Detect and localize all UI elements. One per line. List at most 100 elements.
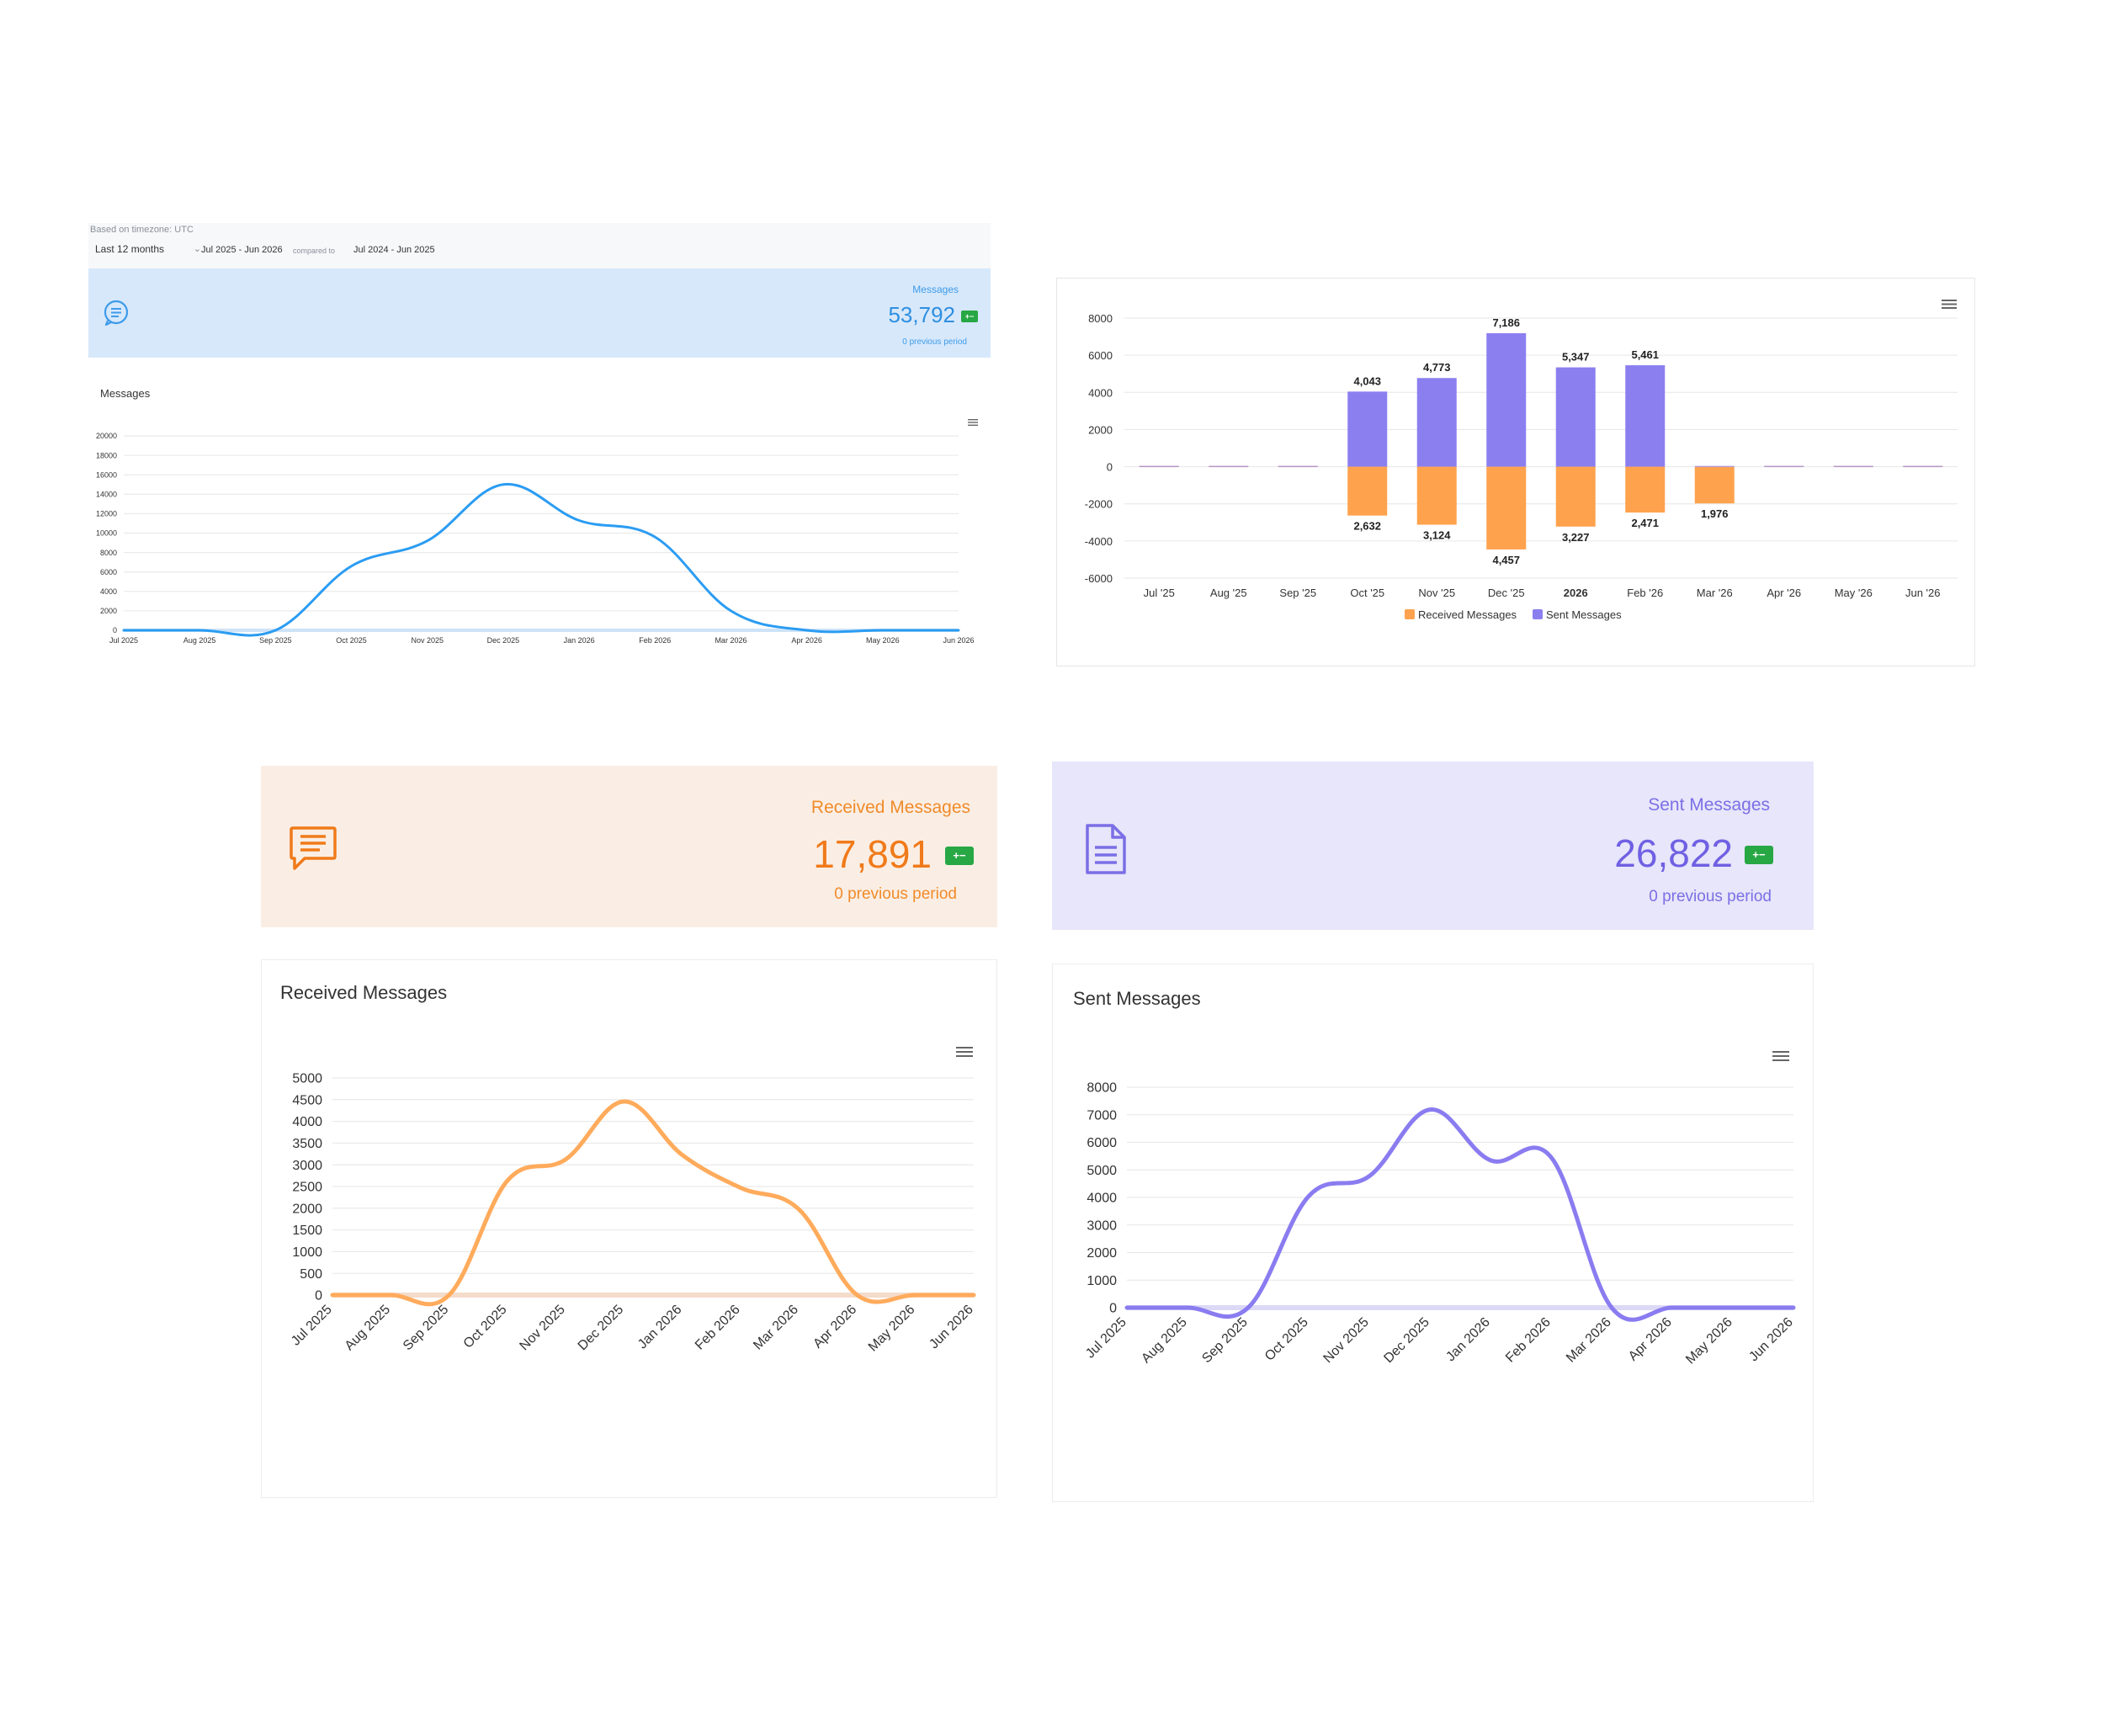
hamburger-menu-icon[interactable] (955, 1044, 974, 1059)
x-tick-label: Jan 2026 (1443, 1315, 1493, 1365)
bar-sent (1139, 465, 1179, 468)
x-tick-label: Jun 2026 (943, 636, 974, 645)
x-tick-label: Oct 2025 (1262, 1315, 1311, 1364)
bar-received (1347, 466, 1388, 516)
legend-label: Received Messages (1418, 608, 1517, 621)
series-line (122, 483, 960, 637)
legend-label: Sent Messages (1546, 608, 1622, 621)
y-tick-label: 20000 (96, 432, 117, 440)
y-tick-label: 2000 (1087, 1246, 1117, 1261)
data-label: 4,773 (1423, 361, 1451, 374)
x-tick-label: May '26 (1835, 587, 1873, 599)
chevron-down-icon: ⌄ (193, 244, 201, 254)
filter-bar: Based on timezone: UTC Last 12 months ⌄ … (88, 223, 991, 268)
bar-sent (1416, 378, 1457, 467)
x-tick-label: Dec 2025 (487, 636, 520, 645)
kpi-previous-period: 0 previous period (902, 337, 967, 347)
x-tick-label: Jan 2026 (635, 1303, 685, 1352)
change-badge: +− (945, 847, 974, 865)
sent-kpi-card: Sent Messages 26,822 +− 0 previous perio… (1052, 762, 1814, 930)
chart-title: Sent Messages (1073, 988, 1201, 1009)
x-tick-label: Feb '26 (1627, 587, 1663, 599)
y-tick-label: 18000 (96, 451, 117, 459)
y-tick-label: 1000 (292, 1245, 322, 1260)
kpi-value: 26,822 (1614, 831, 1733, 875)
hamburger-menu-icon[interactable] (1941, 297, 1958, 311)
x-tick-label: Oct 2025 (461, 1303, 510, 1351)
data-label: 4,043 (1353, 374, 1381, 387)
chat-bubble-icon (104, 300, 129, 326)
x-tick-label: Nov 2025 (517, 1303, 568, 1354)
received-messages-panel: Received Messages 17,891 +− 0 previous p… (261, 766, 997, 1498)
series-line (1124, 1107, 1796, 1322)
compared-label: compared to (293, 247, 336, 255)
x-tick-label: Dec '25 (1488, 587, 1525, 599)
period-select-value: Last 12 months (95, 243, 165, 255)
messages-line-chart: 0 2000 4000 6000 8000 10000 12000 14000 16000 180… (96, 432, 975, 645)
received-kpi-card: Received Messages 17,891 +− 0 previous p… (261, 766, 997, 927)
hamburger-menu-icon[interactable] (967, 417, 979, 427)
stacked-bar-chart: -6000 -4000 -2000 0 2000 4000 6000 8000 Jul '25 A… (1085, 312, 1958, 621)
change-badge: +− (961, 311, 978, 322)
bar-received (1416, 466, 1457, 525)
y-tick-label: -2000 (1085, 498, 1113, 511)
x-tick-label: Feb 2026 (1503, 1315, 1554, 1366)
x-tick-label: Oct '25 (1350, 587, 1384, 599)
x-tick-label: Dec 2025 (1381, 1315, 1432, 1367)
bar-received (1694, 466, 1735, 504)
bar-sent (1625, 365, 1666, 467)
bar-received (1555, 466, 1596, 527)
y-tick-label: 4000 (100, 587, 117, 596)
period-select[interactable]: Last 12 months ⌄ (95, 243, 203, 258)
compare-date-range[interactable]: Jul 2024 - Jun 2025 (353, 245, 435, 255)
y-tick-label: -4000 (1085, 535, 1113, 548)
y-tick-label: 3000 (292, 1159, 322, 1173)
bar-sent (1347, 391, 1388, 467)
x-tick-label: Jul 2025 (289, 1303, 335, 1349)
data-label: 2,471 (1631, 517, 1659, 529)
bar-sent (1555, 367, 1596, 467)
data-label: 3,227 (1562, 531, 1590, 544)
x-tick-label: Oct 2025 (336, 636, 367, 645)
x-tick-label: Jun 2026 (927, 1303, 976, 1352)
x-tick-label: Jan 2026 (564, 636, 595, 645)
messages-kpi-card: Messages 53,792 +− 0 previous period (88, 268, 991, 358)
y-tick-label: 4500 (292, 1093, 322, 1107)
x-tick-label: May 2026 (866, 636, 900, 645)
y-tick-label: 2500 (292, 1181, 322, 1195)
kpi-label: Received Messages (810, 798, 970, 817)
y-tick-label: 2000 (292, 1202, 322, 1216)
y-tick-label: -6000 (1085, 572, 1113, 585)
bar-received (1486, 466, 1527, 549)
x-tick-label: Nov 2025 (411, 636, 444, 645)
sent-messages-panel: Sent Messages 26,822 +− 0 previous perio… (1052, 762, 1814, 1502)
x-tick-label: Sep 2025 (1199, 1315, 1251, 1367)
bar-received (1625, 466, 1666, 513)
y-tick-label: 0 (113, 626, 117, 634)
y-tick-label: 14000 (96, 490, 117, 498)
data-label: 1,976 (1701, 507, 1729, 520)
bar-sent (1903, 465, 1943, 468)
x-tick-label: May 2026 (1683, 1315, 1735, 1367)
y-tick-label: 500 (300, 1267, 322, 1282)
x-tick-label: Aug 2025 (343, 1303, 394, 1354)
bar-sent (1209, 465, 1249, 468)
kpi-label: Sent Messages (1648, 795, 1770, 815)
data-label: 2,632 (1353, 520, 1381, 533)
sent-chart-card: Sent Messages 0 1000 2000 3000 4000 5000 6000 7… (1052, 964, 1814, 1502)
y-tick-label: 4000 (1088, 386, 1113, 399)
date-range[interactable]: Jul 2025 - Jun 2026 (201, 245, 283, 255)
x-tick-label: Sep 2025 (401, 1303, 452, 1354)
x-tick-label: Jun '26 (1905, 587, 1941, 599)
x-tick-label: Jul 2025 (109, 636, 138, 645)
bar-sent (1278, 465, 1318, 468)
sent-line-chart: 0 1000 2000 3000 4000 5000 6000 7000 8000 Jul 202… (1083, 1081, 1796, 1367)
x-tick-label: Aug 2025 (1139, 1315, 1190, 1367)
legend-swatch (1533, 609, 1543, 619)
x-tick-label: Mar '26 (1697, 587, 1733, 599)
timezone-text: Based on timezone: UTC (90, 225, 194, 235)
bar-sent (1764, 465, 1804, 468)
bar-sent (1694, 465, 1735, 468)
y-tick-label: 6000 (100, 568, 117, 576)
hamburger-menu-icon[interactable] (1772, 1049, 1790, 1064)
